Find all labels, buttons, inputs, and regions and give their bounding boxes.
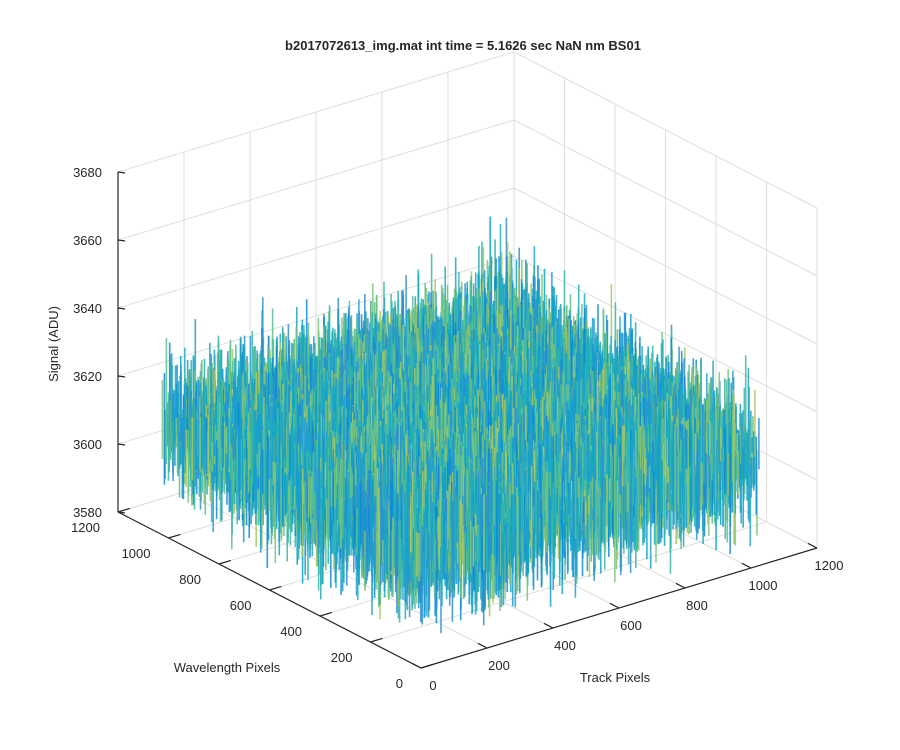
signal-surface	[161, 216, 760, 634]
